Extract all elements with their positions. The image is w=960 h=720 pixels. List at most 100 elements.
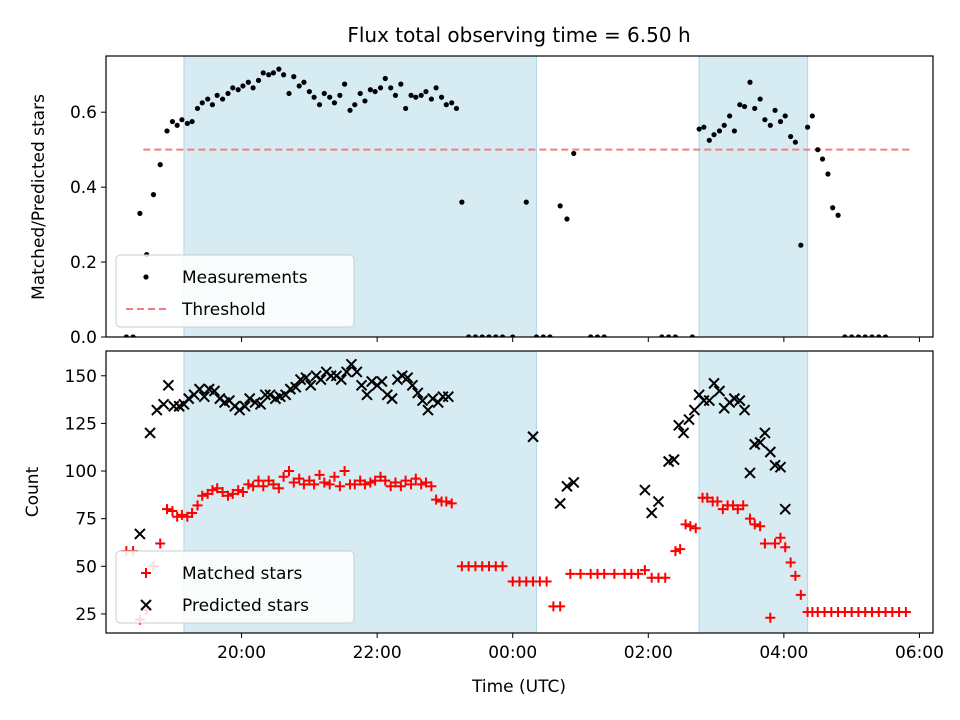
matched-stars-point-39	[324, 479, 335, 490]
matched-stars-point-46	[359, 479, 370, 490]
predicted-stars-point-6	[168, 400, 180, 412]
matched-stars-point-28	[268, 479, 279, 490]
measurements-point-97	[747, 79, 753, 85]
matched-stars-point-40	[329, 471, 340, 482]
predicted-stars-point-78	[713, 385, 726, 397]
bottom-axes-frame	[105, 350, 934, 634]
bottom-legend-label-2: Predicted stars	[182, 596, 309, 616]
measurements-point-53	[398, 81, 404, 87]
measurements-point-9	[174, 122, 180, 128]
measurements-point-22	[240, 83, 246, 89]
predicted-stars-point-2	[144, 427, 156, 439]
matched-stars-point-92	[670, 546, 681, 557]
bottom-legend-marker-2	[140, 599, 152, 611]
predicted-stars-point-33	[305, 379, 317, 392]
matched-stars-point-47	[365, 477, 376, 488]
top-series-layer	[123, 66, 910, 337]
measurements-point-41	[337, 92, 343, 98]
measurements-point-12	[189, 118, 195, 125]
measurements-point-89	[706, 137, 712, 143]
predicted-stars-point-52	[401, 371, 414, 384]
measurements-point-85	[672, 334, 679, 337]
matched-stars-point-44	[349, 479, 360, 490]
measurements-point-32	[291, 74, 297, 80]
predicted-stars-point-63	[561, 480, 573, 492]
measurements-point-39	[327, 94, 333, 100]
predicted-stars-point-67	[652, 495, 665, 508]
matched-stars-point-19	[223, 490, 234, 501]
measurements-point-70	[493, 334, 499, 337]
predicted-stars-point-61	[527, 431, 539, 443]
matched-stars-point-98	[702, 492, 713, 503]
top-ytick-label-2: 0.2	[70, 253, 97, 273]
bottom-ytick-label-5: 125	[65, 414, 97, 434]
matched-stars-point-23	[243, 479, 254, 490]
xtick-label-5: 04:00	[759, 643, 808, 663]
measurements-point-46	[362, 98, 368, 104]
matched-stars-point-115	[790, 570, 801, 581]
measurements-point-110	[815, 147, 821, 153]
predicted-stars-point-57	[427, 392, 439, 405]
matched-stars-point-50	[380, 475, 391, 486]
measurements-point-33	[296, 83, 302, 89]
bottom-ytick-label-1: 25	[75, 605, 97, 625]
measurements-point-7	[164, 128, 170, 134]
matched-stars-point-59	[426, 481, 437, 492]
measurements-point-93	[727, 113, 733, 119]
measurements-point-25	[255, 77, 262, 83]
measurements-point-82	[601, 334, 607, 337]
matched-stars-point-33	[294, 473, 305, 484]
predicted-stars-point-39	[335, 373, 347, 386]
predicted-stars-point-77	[708, 377, 720, 390]
matched-stars-point-48	[370, 475, 381, 486]
measurements-point-63	[449, 100, 455, 106]
matched-stars-point-112	[775, 532, 786, 543]
bottom-ytick-label-4: 100	[65, 462, 97, 482]
matched-stars-point-10	[176, 509, 187, 520]
bottom-ytick-label-3: 75	[75, 510, 97, 530]
measurements-point-27	[266, 72, 272, 78]
xtick-label-1: 20:00	[217, 643, 266, 663]
predicted-stars-point-91	[779, 503, 791, 515]
measurements-point-92	[721, 122, 727, 128]
top-shaded-region-2	[698, 55, 809, 338]
measurements-point-106	[792, 139, 798, 145]
measurements-point-15	[205, 96, 211, 102]
top-ylabel: Matched/Predicted stars	[29, 94, 49, 300]
xtick-label-3: 00:00	[488, 643, 537, 663]
measurements-point-55	[408, 92, 414, 98]
measurements-point-11	[184, 120, 190, 127]
measurements-point-80	[588, 334, 594, 337]
matched-stars-point-107	[749, 519, 760, 530]
top-axes-frame	[105, 55, 934, 338]
measurements-point-75	[540, 334, 546, 337]
measurements-point-8	[169, 118, 176, 125]
matched-stars-point-12	[187, 507, 198, 518]
matched-stars-point-100	[712, 496, 723, 507]
measurements-point-81	[594, 334, 601, 337]
predicted-stars-point-43	[355, 379, 368, 392]
measurements-point-66	[466, 334, 472, 337]
bottom-legend-marker-1	[141, 568, 151, 578]
matched-stars-point-70	[497, 561, 508, 572]
matched-stars-point-20	[227, 488, 238, 499]
chart-title: Flux total observing time = 6.50 h	[347, 23, 690, 47]
matched-stars-point-6	[155, 538, 166, 549]
measurements-point-40	[331, 100, 338, 106]
matched-stars-point-31	[284, 466, 295, 477]
matched-stars-point-111	[770, 538, 781, 549]
measurements-point-109	[809, 113, 815, 119]
predicted-stars-point-24	[259, 389, 272, 401]
measurements-point-119	[869, 334, 875, 337]
matched-stars-point-57	[416, 479, 427, 490]
predicted-stars-point-45	[366, 375, 378, 388]
matched-stars-point-62	[441, 496, 452, 507]
measurements-point-105	[788, 133, 794, 140]
measurements-point-116	[849, 334, 855, 337]
measurements-point-84	[666, 334, 672, 337]
measurements-point-37	[316, 102, 323, 108]
measurements-point-16	[209, 102, 216, 108]
matched-stars-point-34	[298, 479, 309, 490]
matched-stars-point-76	[541, 576, 552, 587]
measurements-point-14	[199, 100, 205, 106]
